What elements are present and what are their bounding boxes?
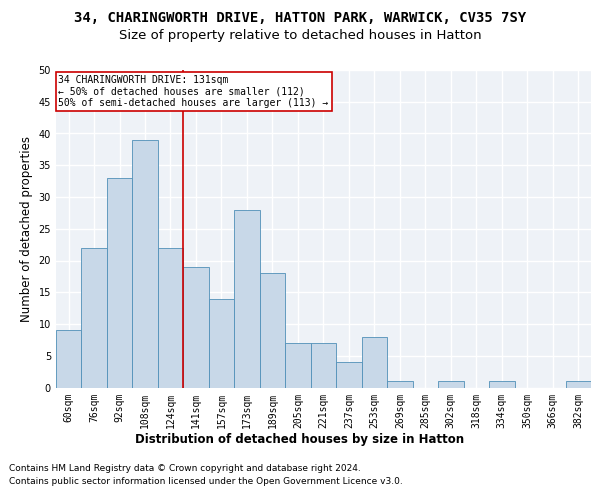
Bar (566, 381, 591, 388)
Bar (234, 210, 260, 388)
Bar (387, 381, 413, 388)
Text: Size of property relative to detached houses in Hatton: Size of property relative to detached ho… (119, 29, 481, 42)
Bar (209, 298, 234, 388)
Bar (183, 267, 209, 388)
Bar (489, 381, 515, 388)
Bar (56, 330, 81, 388)
Bar (336, 362, 362, 388)
Y-axis label: Number of detached properties: Number of detached properties (20, 136, 33, 322)
Text: 34 CHARINGWORTH DRIVE: 131sqm
← 50% of detached houses are smaller (112)
50% of : 34 CHARINGWORTH DRIVE: 131sqm ← 50% of d… (58, 75, 329, 108)
Text: Contains HM Land Registry data © Crown copyright and database right 2024.: Contains HM Land Registry data © Crown c… (9, 464, 361, 473)
Bar (285, 343, 311, 388)
Bar (362, 336, 387, 388)
Bar (107, 178, 132, 388)
Text: 34, CHARINGWORTH DRIVE, HATTON PARK, WARWICK, CV35 7SY: 34, CHARINGWORTH DRIVE, HATTON PARK, WAR… (74, 11, 526, 25)
Bar (311, 343, 336, 388)
Text: Distribution of detached houses by size in Hatton: Distribution of detached houses by size … (136, 432, 464, 446)
Bar (158, 248, 183, 388)
Bar (438, 381, 464, 388)
Bar (260, 273, 285, 388)
Text: Contains public sector information licensed under the Open Government Licence v3: Contains public sector information licen… (9, 478, 403, 486)
Bar (81, 248, 107, 388)
Bar (132, 140, 158, 388)
